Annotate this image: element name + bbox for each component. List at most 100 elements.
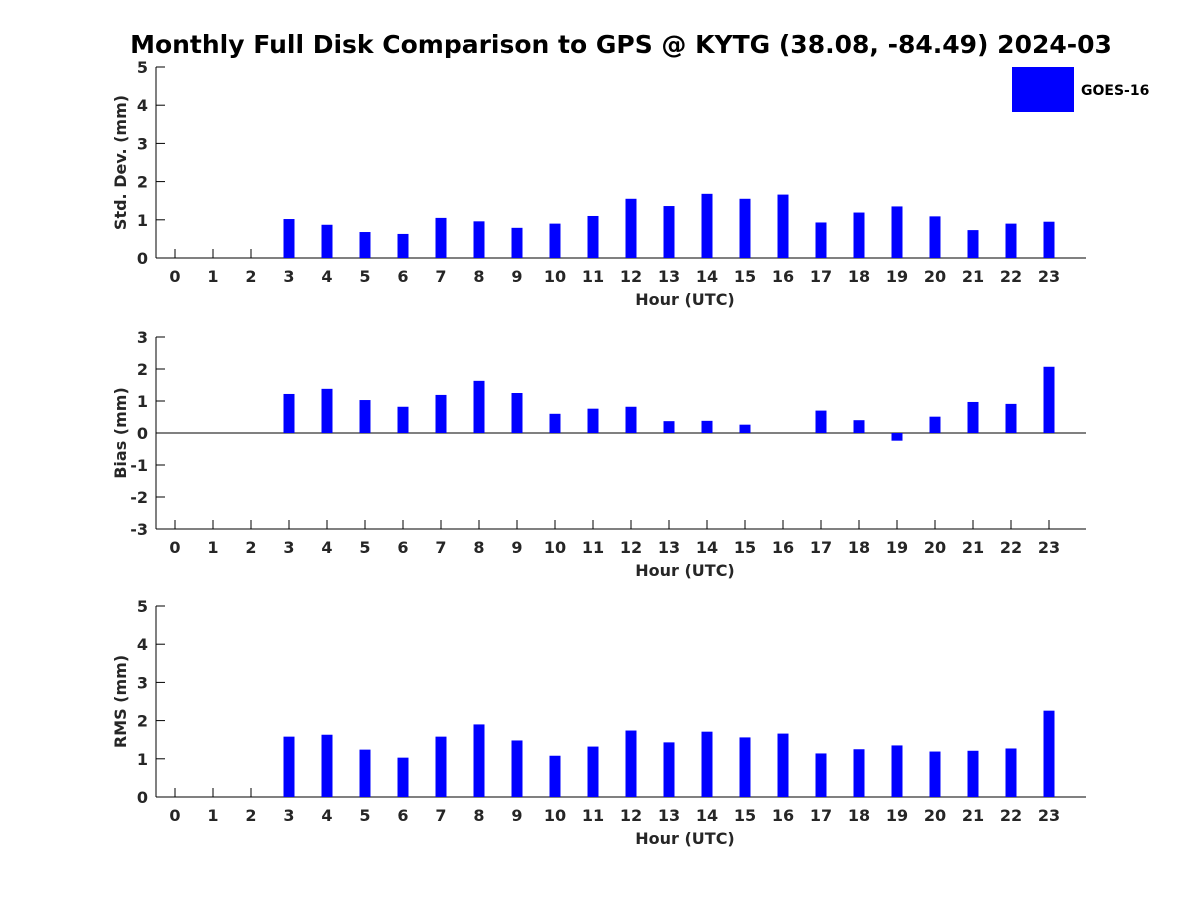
bar-12 — [625, 198, 637, 258]
x-tick-label: 15 — [734, 538, 756, 557]
y-tick-label: 0 — [137, 788, 148, 807]
bar-6 — [397, 757, 409, 797]
x-axis-label: Hour (UTC) — [635, 561, 735, 580]
bar-17 — [815, 410, 827, 433]
bar-17 — [815, 222, 827, 258]
x-tick-label: 17 — [810, 538, 832, 557]
x-tick-label: 22 — [1000, 538, 1022, 557]
x-tick-label: 15 — [734, 267, 756, 286]
y-tick-label: 5 — [137, 58, 148, 77]
x-tick-label: 6 — [397, 806, 408, 825]
bar-4 — [321, 734, 333, 797]
x-tick-label: 20 — [924, 538, 946, 557]
bar-7 — [435, 736, 447, 797]
x-tick-label: 23 — [1038, 806, 1060, 825]
x-tick-label: 9 — [511, 267, 522, 286]
x-tick-label: 3 — [283, 267, 294, 286]
x-tick-label: 6 — [397, 538, 408, 557]
bar-18 — [853, 749, 865, 797]
x-tick-label: 19 — [886, 267, 908, 286]
bar-21 — [967, 401, 979, 433]
x-tick-label: 21 — [962, 267, 984, 286]
bar-4 — [321, 388, 333, 433]
x-tick-label: 1 — [207, 538, 218, 557]
bar-6 — [397, 233, 409, 258]
bar-8 — [473, 380, 485, 433]
bar-15 — [739, 424, 751, 433]
bar-8 — [473, 724, 485, 797]
y-tick-label: -3 — [130, 520, 148, 539]
bar-12 — [625, 406, 637, 433]
x-tick-label: 4 — [321, 538, 332, 557]
bar-15 — [739, 198, 751, 258]
bar-3 — [283, 393, 295, 433]
x-tick-label: 15 — [734, 806, 756, 825]
x-tick-label: 16 — [772, 267, 794, 286]
x-tick-label: 14 — [696, 267, 718, 286]
x-tick-label: 9 — [511, 538, 522, 557]
bar-10 — [549, 223, 561, 258]
x-tick-label: 2 — [245, 806, 256, 825]
bar-23 — [1043, 710, 1055, 797]
bar-14 — [701, 420, 713, 433]
bar-3 — [283, 219, 295, 258]
x-tick-label: 10 — [544, 806, 566, 825]
x-tick-label: 12 — [620, 538, 642, 557]
x-tick-label: 7 — [435, 267, 446, 286]
x-tick-label: 8 — [473, 538, 484, 557]
x-tick-label: 12 — [620, 806, 642, 825]
y-tick-label: 4 — [137, 96, 148, 115]
x-tick-label: 1 — [207, 806, 218, 825]
x-tick-label: 22 — [1000, 806, 1022, 825]
bar-5 — [359, 400, 371, 433]
bar-20 — [929, 751, 941, 797]
x-tick-label: 23 — [1038, 267, 1060, 286]
legend-label: GOES-16 — [1081, 83, 1149, 99]
bar-22 — [1005, 223, 1017, 258]
x-tick-label: 11 — [582, 806, 604, 825]
bar-13 — [663, 206, 675, 258]
x-tick-label: 17 — [810, 267, 832, 286]
x-tick-label: 13 — [658, 538, 680, 557]
bar-11 — [587, 746, 599, 797]
x-tick-label: 5 — [359, 538, 370, 557]
y-tick-label: 3 — [137, 328, 148, 347]
bar-19 — [891, 206, 903, 258]
bar-18 — [853, 212, 865, 258]
bar-19 — [891, 745, 903, 797]
x-tick-label: 11 — [582, 538, 604, 557]
x-tick-label: 8 — [473, 267, 484, 286]
y-tick-label: 0 — [137, 249, 148, 268]
x-tick-label: 2 — [245, 538, 256, 557]
x-tick-label: 16 — [772, 806, 794, 825]
y-axis-label: Bias (mm) — [111, 387, 130, 479]
x-tick-label: 19 — [886, 806, 908, 825]
x-tick-label: 0 — [169, 267, 180, 286]
bar-9 — [511, 740, 523, 797]
bar-12 — [625, 730, 637, 797]
x-tick-label: 10 — [544, 267, 566, 286]
bar-10 — [549, 755, 561, 797]
y-tick-label: 1 — [137, 211, 148, 230]
bar-22 — [1005, 748, 1017, 797]
x-tick-label: 20 — [924, 806, 946, 825]
x-tick-label: 18 — [848, 538, 870, 557]
y-tick-label: 3 — [137, 673, 148, 692]
bar-9 — [511, 393, 523, 433]
x-tick-label: 1 — [207, 267, 218, 286]
x-tick-label: 16 — [772, 538, 794, 557]
bar-21 — [967, 230, 979, 258]
bar-23 — [1043, 221, 1055, 258]
bar-16 — [777, 733, 789, 797]
x-tick-label: 23 — [1038, 538, 1060, 557]
x-tick-label: 9 — [511, 806, 522, 825]
x-tick-label: 8 — [473, 806, 484, 825]
legend-swatch — [1012, 67, 1074, 112]
x-tick-label: 17 — [810, 806, 832, 825]
bar-13 — [663, 421, 675, 433]
y-tick-label: 2 — [137, 712, 148, 731]
bar-14 — [701, 731, 713, 797]
page-title: Monthly Full Disk Comparison to GPS @ KY… — [130, 30, 1112, 59]
bar-14 — [701, 193, 713, 258]
